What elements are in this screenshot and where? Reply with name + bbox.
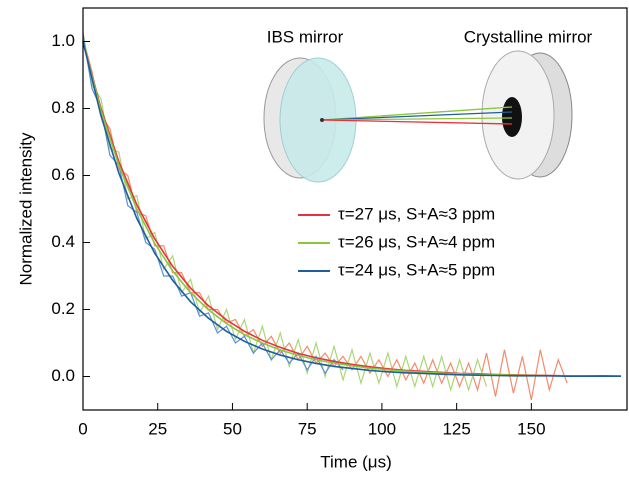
x-tick-label: 50 [223, 419, 242, 438]
plot-area [82, 31, 622, 401]
fit-line [82, 41, 622, 377]
data-trace [82, 37, 568, 401]
x-axis-label: Time (μs) [320, 452, 392, 471]
y-tick-label: 1.0 [51, 31, 75, 50]
beam [321, 111, 513, 121]
x-tick-label: 125 [442, 419, 470, 438]
inset-label: Crystalline mirror [464, 27, 593, 46]
y-tick-label: 0.6 [51, 165, 75, 184]
x-tick-label: 150 [517, 419, 545, 438]
inset-label: IBS mirror [267, 27, 344, 46]
beam [321, 119, 513, 125]
x-tick-label: 0 [78, 419, 87, 438]
x-tick-label: 100 [368, 419, 396, 438]
crystal-spot [502, 97, 522, 137]
x-tick-label: 25 [148, 419, 167, 438]
beam [321, 117, 513, 121]
beam [321, 106, 513, 121]
legend-label: τ=24 μs, S+A≈5 ppm [338, 260, 495, 279]
y-axis-label: Normalized intensity [16, 132, 35, 286]
beam-spot [320, 118, 324, 122]
y-tick-label: 0.4 [51, 232, 75, 251]
x-tick-label: 75 [298, 419, 317, 438]
y-tick-label: 0.0 [51, 366, 75, 385]
legend-label: τ=26 μs, S+A≈4 ppm [338, 232, 495, 251]
plot-frame [82, 7, 628, 411]
y-tick-label: 0.2 [51, 299, 75, 318]
legend-label: τ=27 μs, S+A≈3 ppm [338, 204, 495, 223]
inset: IBS mirror Crystalline mirror [263, 27, 593, 183]
y-tick-label: 0.8 [51, 98, 75, 117]
